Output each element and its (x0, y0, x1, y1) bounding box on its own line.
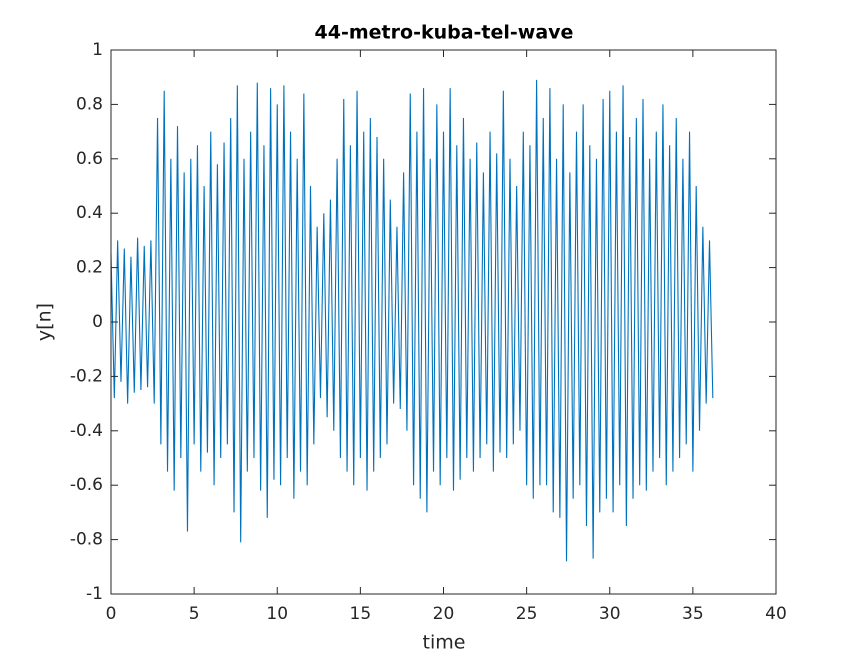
x-tick-label: 5 (189, 604, 200, 624)
waveform-line (110, 79, 714, 562)
y-tick-label: -1 (86, 584, 103, 604)
y-tick-label: -0.4 (70, 421, 103, 441)
y-tick-label: 0.4 (76, 203, 103, 223)
y-tick-label: 0.2 (76, 258, 103, 278)
x-tick-label: 10 (266, 604, 288, 624)
x-tick-label: 30 (599, 604, 621, 624)
x-tick-label: 35 (682, 604, 704, 624)
x-tick-label: 40 (765, 604, 787, 624)
y-axis-label: y[n] (34, 303, 56, 341)
y-tick-label: 1 (92, 40, 103, 60)
chart-title: 44-metro-kuba-tel-wave (315, 22, 574, 44)
y-tick-label: 0.6 (76, 149, 103, 169)
y-tick-label: -0.2 (70, 366, 103, 386)
y-tick-label: 0 (92, 312, 103, 332)
x-tick-label: 15 (350, 604, 372, 624)
y-tick-label: 0.8 (76, 94, 103, 114)
x-axis-label: time (423, 632, 466, 654)
y-tick-label: -0.8 (70, 530, 103, 550)
x-tick-label: 25 (516, 604, 538, 624)
x-tick-label: 0 (106, 604, 117, 624)
y-tick-label: -0.6 (70, 475, 103, 495)
x-tick-label: 20 (433, 604, 455, 624)
